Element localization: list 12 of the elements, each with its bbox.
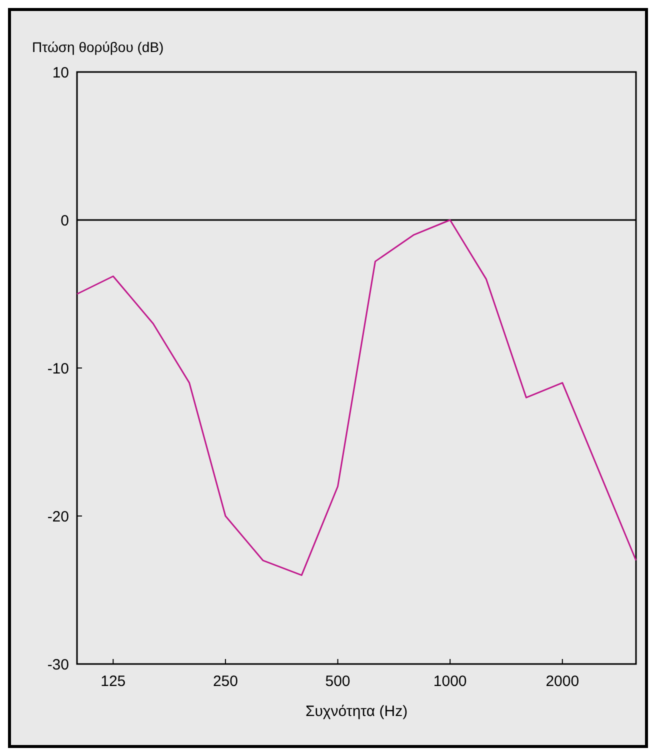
x-tick-label: 250 — [212, 673, 238, 690]
x-tick-label: 2000 — [546, 673, 580, 690]
x-tick-label: 500 — [325, 673, 350, 690]
y-tick-label: -30 — [47, 656, 69, 674]
y-tick-label: 10 — [52, 64, 69, 82]
y-tick-label: -10 — [47, 360, 69, 378]
x-axis-title: Συχνότητα (Hz) — [305, 703, 408, 720]
y-tick-label: 0 — [60, 212, 69, 230]
x-tick-label: 125 — [100, 673, 126, 690]
y-tick-label: -20 — [47, 508, 69, 526]
x-tick-label: 1000 — [433, 673, 467, 690]
y-axis-title: Πτώση θορύβου (dB) — [32, 39, 164, 55]
